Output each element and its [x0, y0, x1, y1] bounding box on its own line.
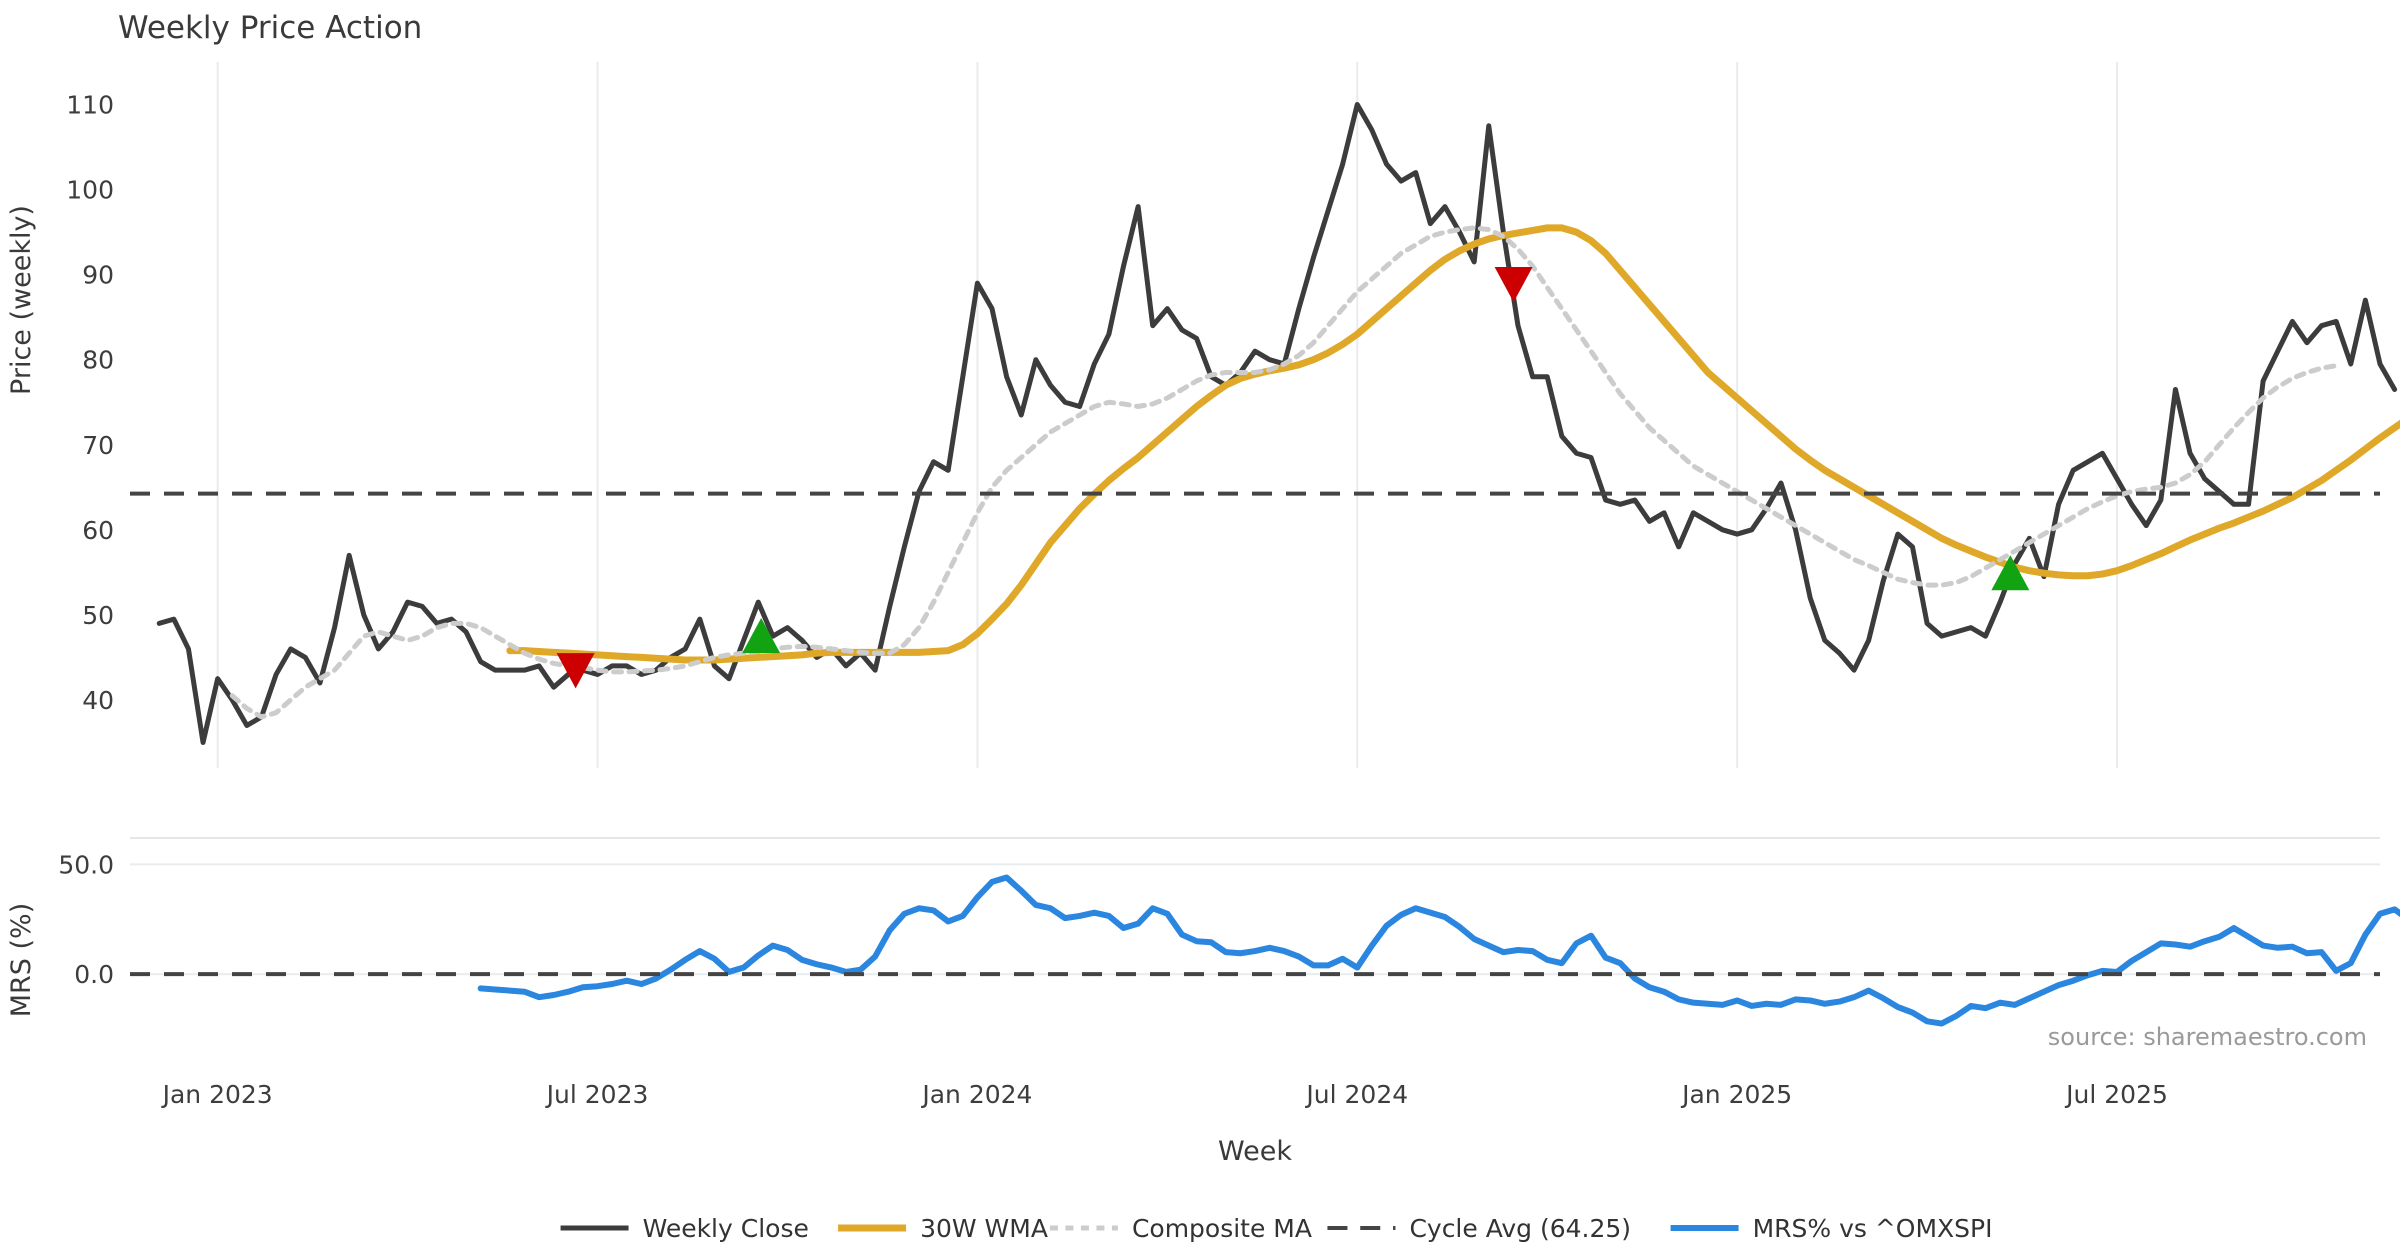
- x-tick-label-4: Jan 2025: [1680, 1080, 1792, 1109]
- price-ytick-label-6: 100: [66, 176, 114, 205]
- price-y-axis-ticks: 40 50 60 70 80 90 100 110: [66, 91, 114, 715]
- signal-markers-layer: [556, 267, 2030, 689]
- x-tick-label-0: Jan 2023: [161, 1080, 273, 1109]
- legend-item-cycle-avg-64-25[interactable]: Cycle Avg (64.25): [1327, 1214, 1631, 1243]
- x-axis-label: Week: [1218, 1136, 1292, 1167]
- x-tick-label-5: Jul 2025: [2064, 1080, 2168, 1109]
- mrs-y-axis-ticks: 0.0 50.0: [58, 850, 114, 989]
- legend-label: Cycle Avg (64.25): [1409, 1214, 1631, 1243]
- legend-label: Weekly Close: [643, 1214, 809, 1243]
- source-attribution: source: sharemaestro.com: [2048, 1023, 2367, 1051]
- mrs-ytick-label-1: 50.0: [58, 850, 114, 879]
- legend-item-mrs-vs-omxspi[interactable]: MRS% vs ^OMXSPI: [1670, 1214, 1993, 1243]
- price-ytick-label-7: 110: [66, 91, 114, 120]
- mrs-ytick-label-0: 0.0: [74, 960, 114, 989]
- chart-legend: Weekly Close 30W WMA Composite MA Cycle Avg…: [560, 1214, 1993, 1243]
- sell-signal-marker: [1494, 267, 1533, 303]
- series-line-30w-wma: [506, 224, 2400, 664]
- x-tick-label-1: Jul 2023: [545, 1080, 649, 1109]
- mrs-axis-label: MRS (%): [6, 903, 37, 1018]
- series-line-mrs-vs-omxspi: [477, 874, 2400, 1027]
- x-tick-label-2: Jan 2024: [920, 1080, 1032, 1109]
- legend-label: MRS% vs ^OMXSPI: [1753, 1214, 1993, 1243]
- x-axis-ticks: Jan 2023 Jul 2023 Jan 2024 Jul 2024 Jan 2025…: [161, 1080, 2168, 1109]
- price-ytick-label-0: 40: [82, 686, 114, 715]
- price-ytick-label-5: 90: [82, 261, 114, 290]
- x-tick-label-3: Jul 2024: [1304, 1080, 1408, 1109]
- buy-signal-marker: [1991, 555, 2030, 591]
- reference-lines-layer: [130, 491, 2380, 977]
- price-ytick-label-1: 50: [82, 601, 114, 630]
- price-ytick-label-3: 70: [82, 431, 114, 460]
- price-ytick-label-2: 60: [82, 516, 114, 545]
- legend-item-composite-ma[interactable]: Composite MA: [1049, 1214, 1312, 1243]
- page-title: Weekly Price Action: [118, 10, 422, 46]
- legend-item-30w-wma[interactable]: 30W WMA: [838, 1214, 1048, 1243]
- price-ytick-label-4: 80: [82, 346, 114, 375]
- legend-label: Composite MA: [1132, 1214, 1312, 1243]
- price-panel-gridlines: [216, 62, 2119, 768]
- series-line-weekly-close: [156, 102, 2398, 745]
- buy-signal-marker: [742, 618, 781, 654]
- sell-signal-marker: [556, 653, 595, 689]
- price-axis-label: Price (weekly): [6, 205, 37, 395]
- legend-item-weekly-close[interactable]: Weekly Close: [560, 1214, 809, 1243]
- legend-label: 30W WMA: [920, 1214, 1048, 1243]
